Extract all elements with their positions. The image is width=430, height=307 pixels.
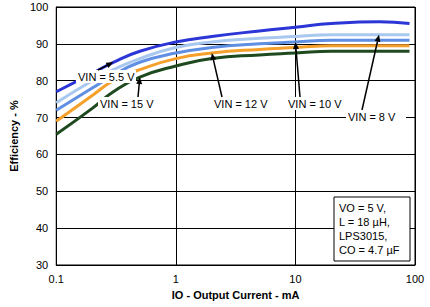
svg-text:100: 100 bbox=[30, 1, 48, 13]
svg-text:L = 18 µH,: L = 18 µH, bbox=[339, 216, 390, 228]
svg-text:IO - Output Current - mA: IO - Output Current - mA bbox=[172, 289, 300, 301]
svg-text:CO = 4.7 µF: CO = 4.7 µF bbox=[339, 244, 400, 256]
svg-text:VIN = 15 V: VIN = 15 V bbox=[100, 98, 154, 110]
svg-text:VIN = 8 V: VIN = 8 V bbox=[348, 111, 396, 123]
svg-text:VIN = 12 V: VIN = 12 V bbox=[214, 98, 268, 110]
svg-text:Efficiency - %: Efficiency - % bbox=[8, 100, 20, 172]
svg-text:VIN = 5.5 V: VIN = 5.5 V bbox=[78, 71, 135, 83]
svg-text:90: 90 bbox=[36, 38, 48, 50]
svg-text:30: 30 bbox=[36, 259, 48, 271]
svg-text:VIN = 10 V: VIN = 10 V bbox=[288, 98, 342, 110]
svg-text:10: 10 bbox=[289, 273, 301, 285]
svg-text:40: 40 bbox=[36, 222, 48, 234]
svg-text:100: 100 bbox=[406, 273, 424, 285]
svg-text:50: 50 bbox=[36, 185, 48, 197]
svg-text:0.1: 0.1 bbox=[49, 273, 64, 285]
svg-text:80: 80 bbox=[36, 75, 48, 87]
svg-text:70: 70 bbox=[36, 112, 48, 124]
svg-text:60: 60 bbox=[36, 148, 48, 160]
svg-text:LPS3015,: LPS3015, bbox=[339, 230, 387, 242]
svg-text:VO = 5 V,: VO = 5 V, bbox=[339, 202, 386, 214]
svg-text:1: 1 bbox=[173, 273, 179, 285]
